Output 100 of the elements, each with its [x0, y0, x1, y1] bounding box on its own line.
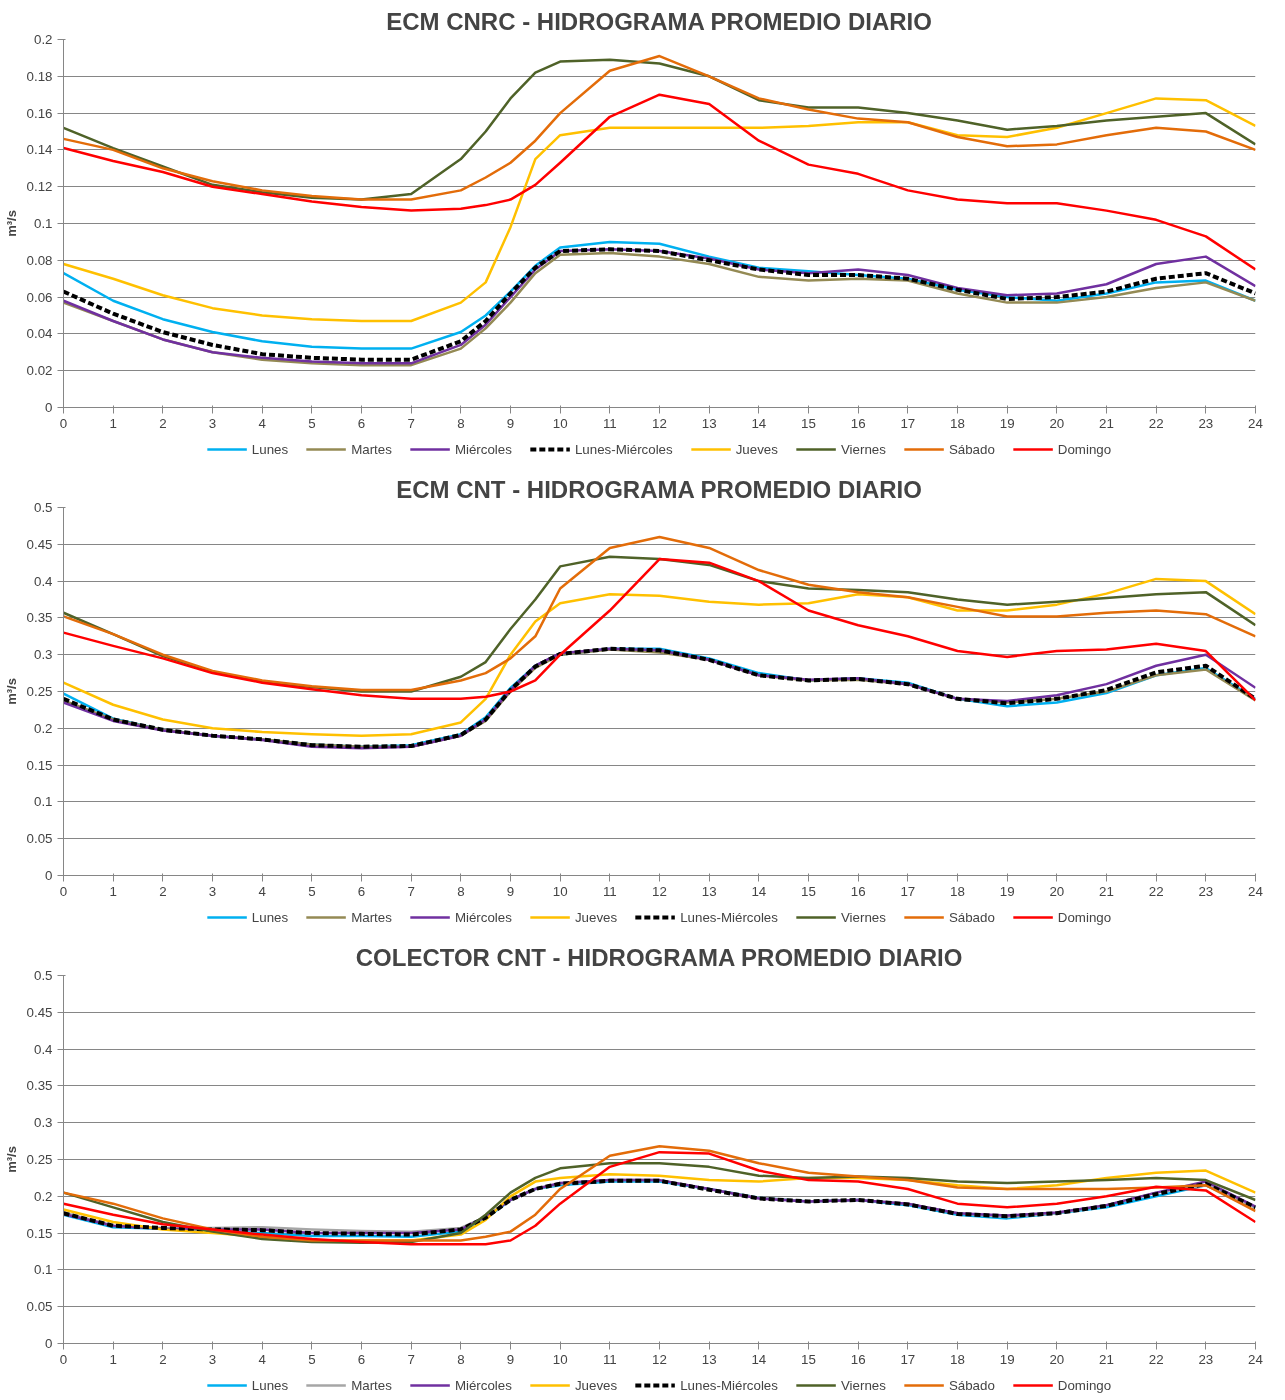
x-tick-label: 19	[999, 1351, 1015, 1367]
x-tick-label: 9	[506, 883, 515, 899]
y-tick-label: 0.2	[33, 32, 53, 47]
legend-label: Lunes-Miércoles	[574, 441, 673, 457]
chart-title: ECM CNRC - HIDROGRAMA PROMEDIO DIARIO	[386, 7, 932, 35]
legend-label: Sábado	[948, 1377, 995, 1393]
x-tick-label: 2	[159, 415, 167, 431]
x-tick-label: 22	[1148, 1351, 1164, 1367]
y-tick-label: 0.14	[26, 142, 54, 158]
chart-title: ECM CNT - HIDROGRAMA PROMEDIO DIARIO	[396, 475, 922, 503]
y-tick-label: 0.45	[26, 536, 53, 552]
x-tick-label: 23	[1198, 1351, 1214, 1367]
x-tick-label: 21	[1099, 883, 1114, 899]
x-tick-label: 15	[801, 415, 816, 431]
x-tick-label: 13	[701, 883, 717, 899]
x-tick-label: 19	[999, 883, 1015, 899]
y-tick-label: 0.05	[26, 1299, 53, 1315]
legend-label: Jueves	[574, 909, 618, 925]
x-tick-label: 17	[900, 415, 916, 431]
x-tick-label: 18	[950, 1351, 965, 1367]
y-tick-label: 0.08	[26, 252, 53, 268]
y-tick-label: 0.06	[26, 289, 53, 305]
legend-label: Domingo	[1057, 1377, 1112, 1393]
legend-label: Viernes	[840, 1377, 886, 1393]
x-tick-label: 1	[109, 883, 117, 899]
x-tick-label: 7	[407, 883, 415, 899]
y-tick-label: 0.2	[33, 720, 53, 736]
x-tick-label: 5	[308, 415, 316, 431]
legend-label: Martes	[351, 909, 392, 925]
x-tick-label: 0	[59, 883, 68, 899]
x-tick-label: 7	[407, 415, 415, 431]
y-tick-label: 0.25	[26, 684, 53, 699]
x-tick-label: 17	[900, 1351, 916, 1367]
y-tick-label: 0.1	[33, 1262, 53, 1278]
x-tick-label: 6	[357, 1351, 366, 1367]
x-tick-label: 23	[1198, 415, 1214, 431]
x-tick-label: 21	[1099, 1351, 1114, 1367]
y-axis-title: m³/s	[3, 1146, 19, 1173]
legend-label: Lunes-Miércoles	[680, 1377, 778, 1393]
legend-label: Lunes	[251, 441, 289, 457]
x-tick-label: 23	[1198, 883, 1214, 899]
x-tick-label: 20	[1049, 883, 1065, 899]
y-tick-label: 0.35	[26, 610, 53, 626]
y-axis-title: m³/s	[3, 210, 19, 237]
y-tick-label: 0.1	[33, 794, 53, 810]
y-tick-label: 0.35	[26, 1078, 53, 1094]
y-tick-label: 0.2	[33, 1188, 53, 1204]
x-tick-label: 9	[506, 415, 515, 431]
x-tick-label: 6	[357, 883, 366, 899]
legend-label: Viernes	[840, 441, 886, 457]
x-tick-label: 14	[751, 415, 767, 431]
x-tick-label: 14	[751, 883, 767, 899]
x-tick-label: 8	[457, 415, 465, 431]
x-tick-label: 11	[602, 1351, 617, 1367]
x-tick-label: 5	[308, 1351, 316, 1367]
legend-label: Miércoles	[454, 441, 512, 457]
x-tick-label: 8	[457, 1351, 465, 1367]
x-tick-label: 0	[59, 415, 68, 431]
legend-label: Lunes-Miércoles	[680, 909, 778, 925]
x-tick-label: 0	[59, 1351, 68, 1367]
legend-label: Martes	[351, 1377, 392, 1393]
y-tick-label: 0.15	[26, 1225, 53, 1241]
legend-label: Miércoles	[454, 1377, 512, 1393]
x-tick-label: 16	[850, 415, 866, 431]
x-tick-label: 8	[457, 883, 465, 899]
x-tick-label: 15	[801, 883, 816, 899]
x-tick-label: 5	[308, 883, 316, 899]
x-tick-label: 11	[602, 883, 617, 899]
y-tick-label: 0.4	[33, 573, 54, 589]
x-tick-label: 24	[1248, 883, 1264, 899]
legend-label: Miércoles	[454, 909, 512, 925]
x-tick-label: 19	[999, 415, 1015, 431]
x-tick-label: 24	[1248, 1351, 1264, 1367]
x-tick-label: 7	[407, 1351, 415, 1367]
legend-label: Viernes	[840, 909, 886, 925]
x-tick-label: 1	[109, 415, 117, 431]
y-axis-title: m³/s	[3, 678, 19, 705]
y-tick-label: 0.04	[26, 326, 54, 342]
x-tick-label: 22	[1148, 883, 1164, 899]
x-tick-label: 12	[652, 883, 667, 899]
legend-label: Domingo	[1057, 441, 1112, 457]
x-tick-label: 16	[850, 883, 866, 899]
x-tick-label: 20	[1049, 1351, 1065, 1367]
x-tick-label: 4	[258, 415, 267, 431]
y-tick-label: 0.1	[33, 216, 53, 231]
x-tick-label: 11	[602, 415, 617, 431]
y-tick-label: 0.3	[33, 1115, 53, 1131]
y-tick-label: 0.12	[26, 179, 53, 195]
x-tick-label: 2	[159, 1351, 167, 1367]
y-tick-label: 0.18	[26, 68, 53, 84]
x-tick-label: 3	[208, 1351, 217, 1367]
y-tick-label: 0.02	[26, 363, 53, 379]
legend-label: Sábado	[948, 909, 995, 925]
legend-label: Domingo	[1057, 909, 1112, 925]
x-tick-label: 6	[357, 415, 366, 431]
x-tick-label: 3	[208, 883, 217, 899]
y-tick-label: 0	[45, 868, 53, 883]
x-tick-label: 24	[1248, 415, 1264, 431]
legend-label: Jueves	[735, 441, 778, 457]
x-tick-label: 4	[258, 883, 267, 899]
